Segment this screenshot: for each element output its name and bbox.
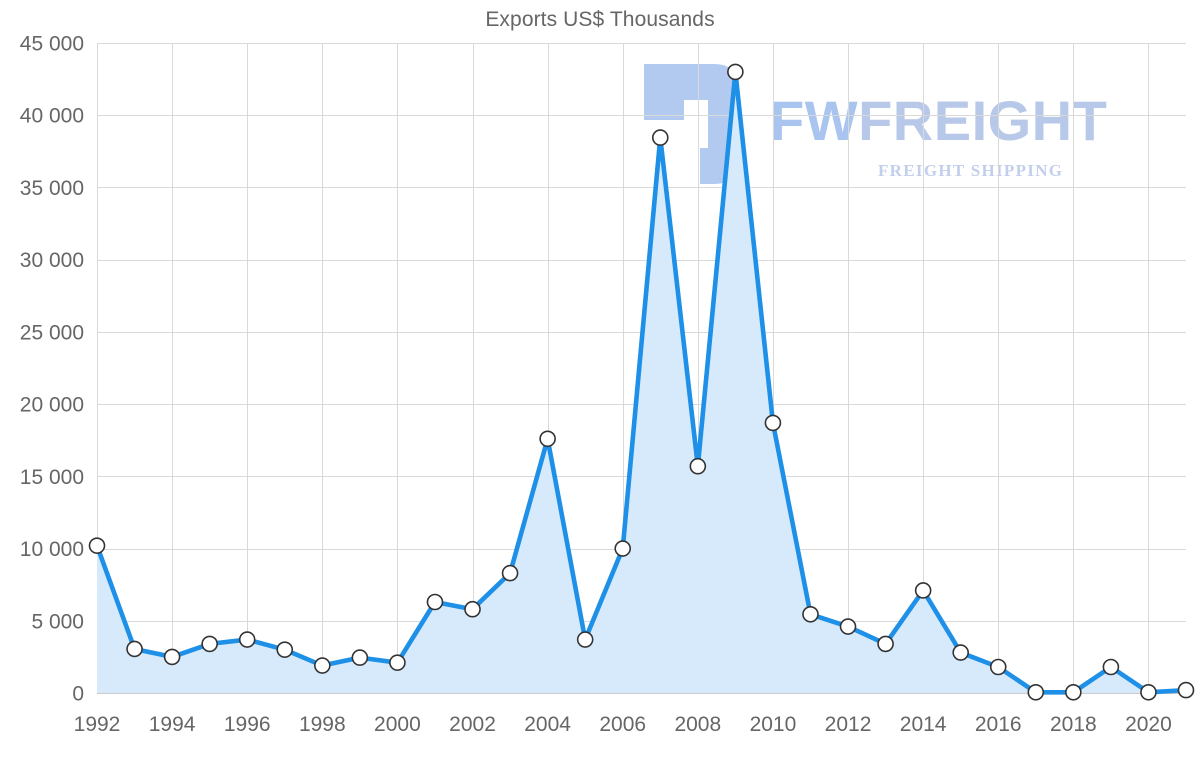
y-tick-label: 0 [72, 683, 84, 706]
data-point: 1995: 3400 [201, 635, 218, 653]
x-tick-label: 2012 [825, 713, 872, 736]
y-tick-label: 40 000 [20, 105, 84, 128]
data-point: 2015: 2800 [952, 644, 969, 661]
data-point: 2009: 43000 [727, 63, 744, 81]
chart-title: Exports US$ Thousands [485, 8, 715, 31]
data-point: 1998: 1900 [314, 657, 331, 674]
data-point: 2012: 4600 [839, 618, 857, 635]
data-point: 2001: 6300 [426, 593, 444, 611]
x-tick-label: 1992 [74, 713, 121, 736]
y-tick-label: 30 000 [20, 249, 84, 272]
x-tick-label: 2002 [449, 713, 496, 736]
y-tick-label: 5 000 [31, 610, 84, 633]
y-axis-tick-labels: 0 5 000 10 000 15 000 20 000 25 000 30 000 35 0… [20, 33, 84, 706]
x-tick-label: 1994 [149, 713, 196, 736]
data-point: 2019: 1800 [1102, 658, 1120, 676]
data-point: 2005: 3700 [576, 631, 594, 648]
data-point: 2020: 50 [1140, 683, 1157, 701]
x-tick-label: 1996 [224, 713, 271, 736]
x-tick-label: 2016 [975, 713, 1022, 736]
data-point: 2014: 7100 [914, 582, 932, 599]
x-tick-label: 2014 [900, 713, 947, 736]
x-tick-label: 2010 [750, 713, 797, 736]
data-point: 1993: 3050 [126, 640, 143, 658]
data-point: 2004: 17600 [539, 430, 556, 448]
x-tick-label: 2008 [674, 713, 721, 736]
data-point: 2011: 5450 [802, 605, 819, 623]
y-tick-label: 10 000 [20, 538, 84, 561]
y-tick-label: 25 000 [20, 321, 84, 344]
data-point: 2000: 2100 [389, 654, 406, 671]
data-point: 2007: 38450 [651, 129, 669, 146]
x-axis-tick-labels: 1992 1994 1996 1998 2000 2002 2004 2006 2008 2010… [74, 713, 1172, 736]
x-tick-label: 2018 [1050, 713, 1097, 736]
data-point: 2021: 200 [1177, 681, 1195, 699]
data-point: 1996: 3700 [238, 631, 256, 648]
data-point: 2016: 1800 [989, 658, 1007, 676]
y-tick-label: 35 000 [20, 177, 84, 200]
y-tick-label: 15 000 [20, 466, 84, 489]
x-tick-label: 2004 [524, 713, 571, 736]
x-tick-label: 2020 [1125, 713, 1172, 736]
data-point: 2010: 18700 [764, 414, 782, 432]
data-point: 2018: 50 [1065, 683, 1082, 701]
x-tick-label: 2000 [374, 713, 421, 736]
data-point: 1992: 10200 [88, 537, 106, 554]
series-area-fills [97, 71, 1186, 693]
series-area [97, 71, 1186, 693]
data-point: 2013: 3400 [877, 635, 894, 653]
data-point: 2002: 5800 [464, 600, 481, 618]
y-tick-label: 45 000 [20, 33, 84, 56]
data-point: 2008: 15700 [689, 457, 707, 475]
x-tick-label: 2006 [599, 713, 646, 736]
data-point: 2003: 8300 [501, 564, 519, 582]
y-tick-label: 20 000 [20, 394, 84, 417]
data-point: 2017: 50 [1027, 683, 1045, 701]
x-tick-label: 1998 [299, 713, 346, 736]
data-point: 1999: 2450 [351, 649, 369, 666]
